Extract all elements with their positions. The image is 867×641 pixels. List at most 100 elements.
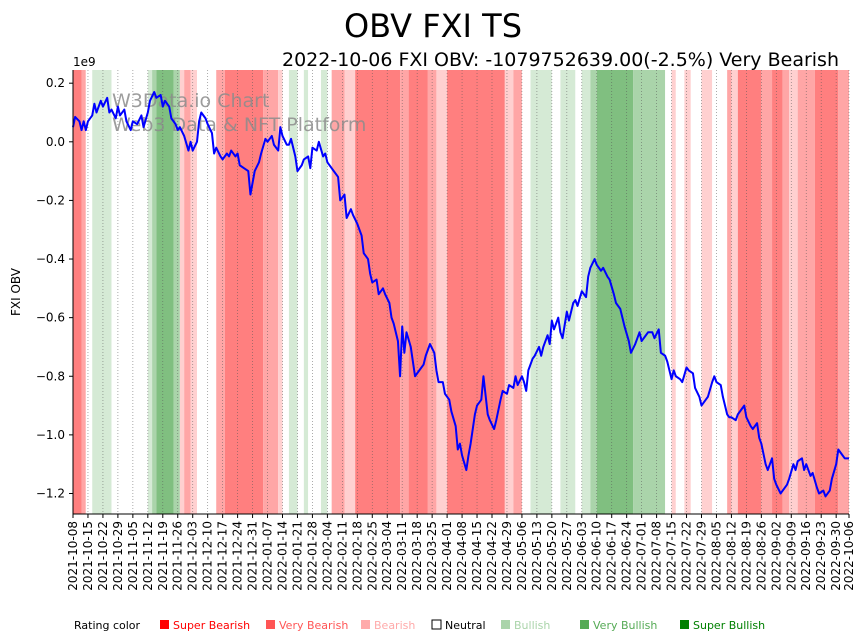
rating-band <box>331 70 345 514</box>
rating-band <box>85 70 93 514</box>
rating-band <box>530 70 552 514</box>
legend-swatch <box>501 620 510 629</box>
legend-label: Super Bullish <box>693 619 765 632</box>
rating-band <box>297 70 304 514</box>
x-tick-label: 2022-01-28 <box>305 521 319 591</box>
rating-band <box>263 70 279 514</box>
x-tick-label: 2022-07-29 <box>695 521 709 591</box>
rating-band <box>81 70 86 514</box>
y-tick-label: −1.2 <box>36 486 65 500</box>
legend-label: Bearish <box>374 619 415 632</box>
x-tick-label: 2022-04-29 <box>500 521 514 591</box>
x-tick-label: 2022-01-07 <box>261 521 275 591</box>
rating-band <box>633 70 666 514</box>
rating-band <box>513 70 522 514</box>
legend-swatch <box>361 620 370 629</box>
x-tick-label: 2022-05-20 <box>545 521 559 591</box>
rating-band <box>173 70 180 514</box>
rating-band <box>92 70 112 514</box>
x-tick-label: 2021-10-08 <box>66 521 80 591</box>
x-tick-label: 2022-04-08 <box>455 521 469 591</box>
rating-band <box>447 70 505 514</box>
x-tick-label: 2022-02-25 <box>365 521 379 591</box>
x-tick-label: 2022-02-11 <box>335 521 349 591</box>
legend-swatch <box>160 620 169 629</box>
x-tick-label: 2022-09-23 <box>814 521 828 591</box>
x-ticks: 2021-10-08 2021-10-15 2021-10-22 2021-10-29… <box>66 514 856 591</box>
rating-band <box>303 70 309 514</box>
rating-band <box>665 70 672 514</box>
x-tick-label: 2021-12-24 <box>231 521 245 591</box>
rating-band <box>179 70 185 514</box>
x-tick-label: 2022-07-15 <box>665 521 679 591</box>
watermark: W3Data.io Chart Web3 Data & NFT Platform <box>112 90 366 136</box>
rating-band <box>590 70 597 514</box>
x-tick-label: 2022-07-08 <box>650 521 664 591</box>
x-tick-label: 2021-12-10 <box>201 521 215 591</box>
rating-band <box>73 70 82 514</box>
legend-label: Very Bullish <box>593 619 657 632</box>
legend: Rating color Super Bearish Very Bearish Be… <box>74 619 765 632</box>
rating-band <box>327 70 332 514</box>
x-tick-label: 2022-08-05 <box>710 521 724 591</box>
x-tick-label: 2021-12-17 <box>216 521 230 591</box>
legend-label: Very Bearish <box>279 619 348 632</box>
x-tick-label: 2022-02-04 <box>320 521 334 591</box>
x-tick-label: 2022-09-09 <box>784 521 798 591</box>
y-tick-label: 0.0 <box>46 135 65 149</box>
x-tick-label: 2021-11-05 <box>126 521 140 591</box>
x-tick-label: 2022-03-25 <box>425 521 439 591</box>
x-tick-label: 2022-03-04 <box>380 521 394 591</box>
rating-band <box>789 70 798 514</box>
rating-band <box>575 70 582 514</box>
rating-band <box>684 70 691 514</box>
x-tick-label: 2022-04-15 <box>470 521 484 591</box>
rating-band <box>308 70 321 514</box>
rating-band <box>814 70 839 514</box>
x-tick-label: 2022-05-06 <box>515 521 529 591</box>
x-tick-label: 2022-01-14 <box>276 521 290 591</box>
rating-band <box>596 70 634 514</box>
rating-bands <box>73 70 849 514</box>
rating-band <box>551 70 561 514</box>
rating-band <box>737 70 762 514</box>
rating-band <box>282 70 289 514</box>
x-tick-label: 2022-08-12 <box>724 521 738 591</box>
rating-band <box>560 70 576 514</box>
rating-band <box>727 70 732 514</box>
rating-band <box>196 70 217 514</box>
rating-band <box>408 70 428 514</box>
y-tick-label: −0.4 <box>36 252 65 266</box>
rating-band <box>504 70 514 514</box>
rating-band <box>288 70 298 514</box>
x-tick-label: 2022-05-13 <box>530 521 544 591</box>
y-tick-label: 0.2 <box>46 76 65 90</box>
rating-band <box>344 70 356 514</box>
chart-title: OBV FXI TS <box>344 7 522 45</box>
rating-band <box>190 70 197 514</box>
obv-line <box>72 90 849 498</box>
rating-band <box>184 70 191 514</box>
x-tick-label: 2022-06-24 <box>620 521 634 591</box>
legend-swatch <box>266 620 275 629</box>
legend-label: Neutral <box>445 619 486 632</box>
x-tick-label: 2021-12-03 <box>186 521 200 591</box>
watermark-line-2: Web3 Data & NFT Platform <box>112 114 366 136</box>
x-tick-label: 2021-10-15 <box>81 521 95 591</box>
y-tick-label: −1.0 <box>36 428 65 442</box>
x-tick-label: 2022-03-18 <box>410 521 424 591</box>
axes <box>72 70 849 515</box>
rating-band <box>782 70 790 514</box>
rating-band <box>701 70 713 514</box>
x-tick-label: 2022-08-19 <box>739 521 753 591</box>
rating-band <box>731 70 738 514</box>
grid-lines <box>72 70 850 514</box>
legend-title: Rating color <box>74 619 141 632</box>
x-tick-label: 2022-09-16 <box>799 521 813 591</box>
rating-band <box>671 70 676 514</box>
y-multiplier: 1e9 <box>73 55 96 69</box>
x-tick-label: 2022-09-30 <box>829 521 843 591</box>
x-tick-label: 2022-06-03 <box>575 521 589 591</box>
rating-band <box>400 70 409 514</box>
y-tick-label: −0.6 <box>36 311 65 325</box>
